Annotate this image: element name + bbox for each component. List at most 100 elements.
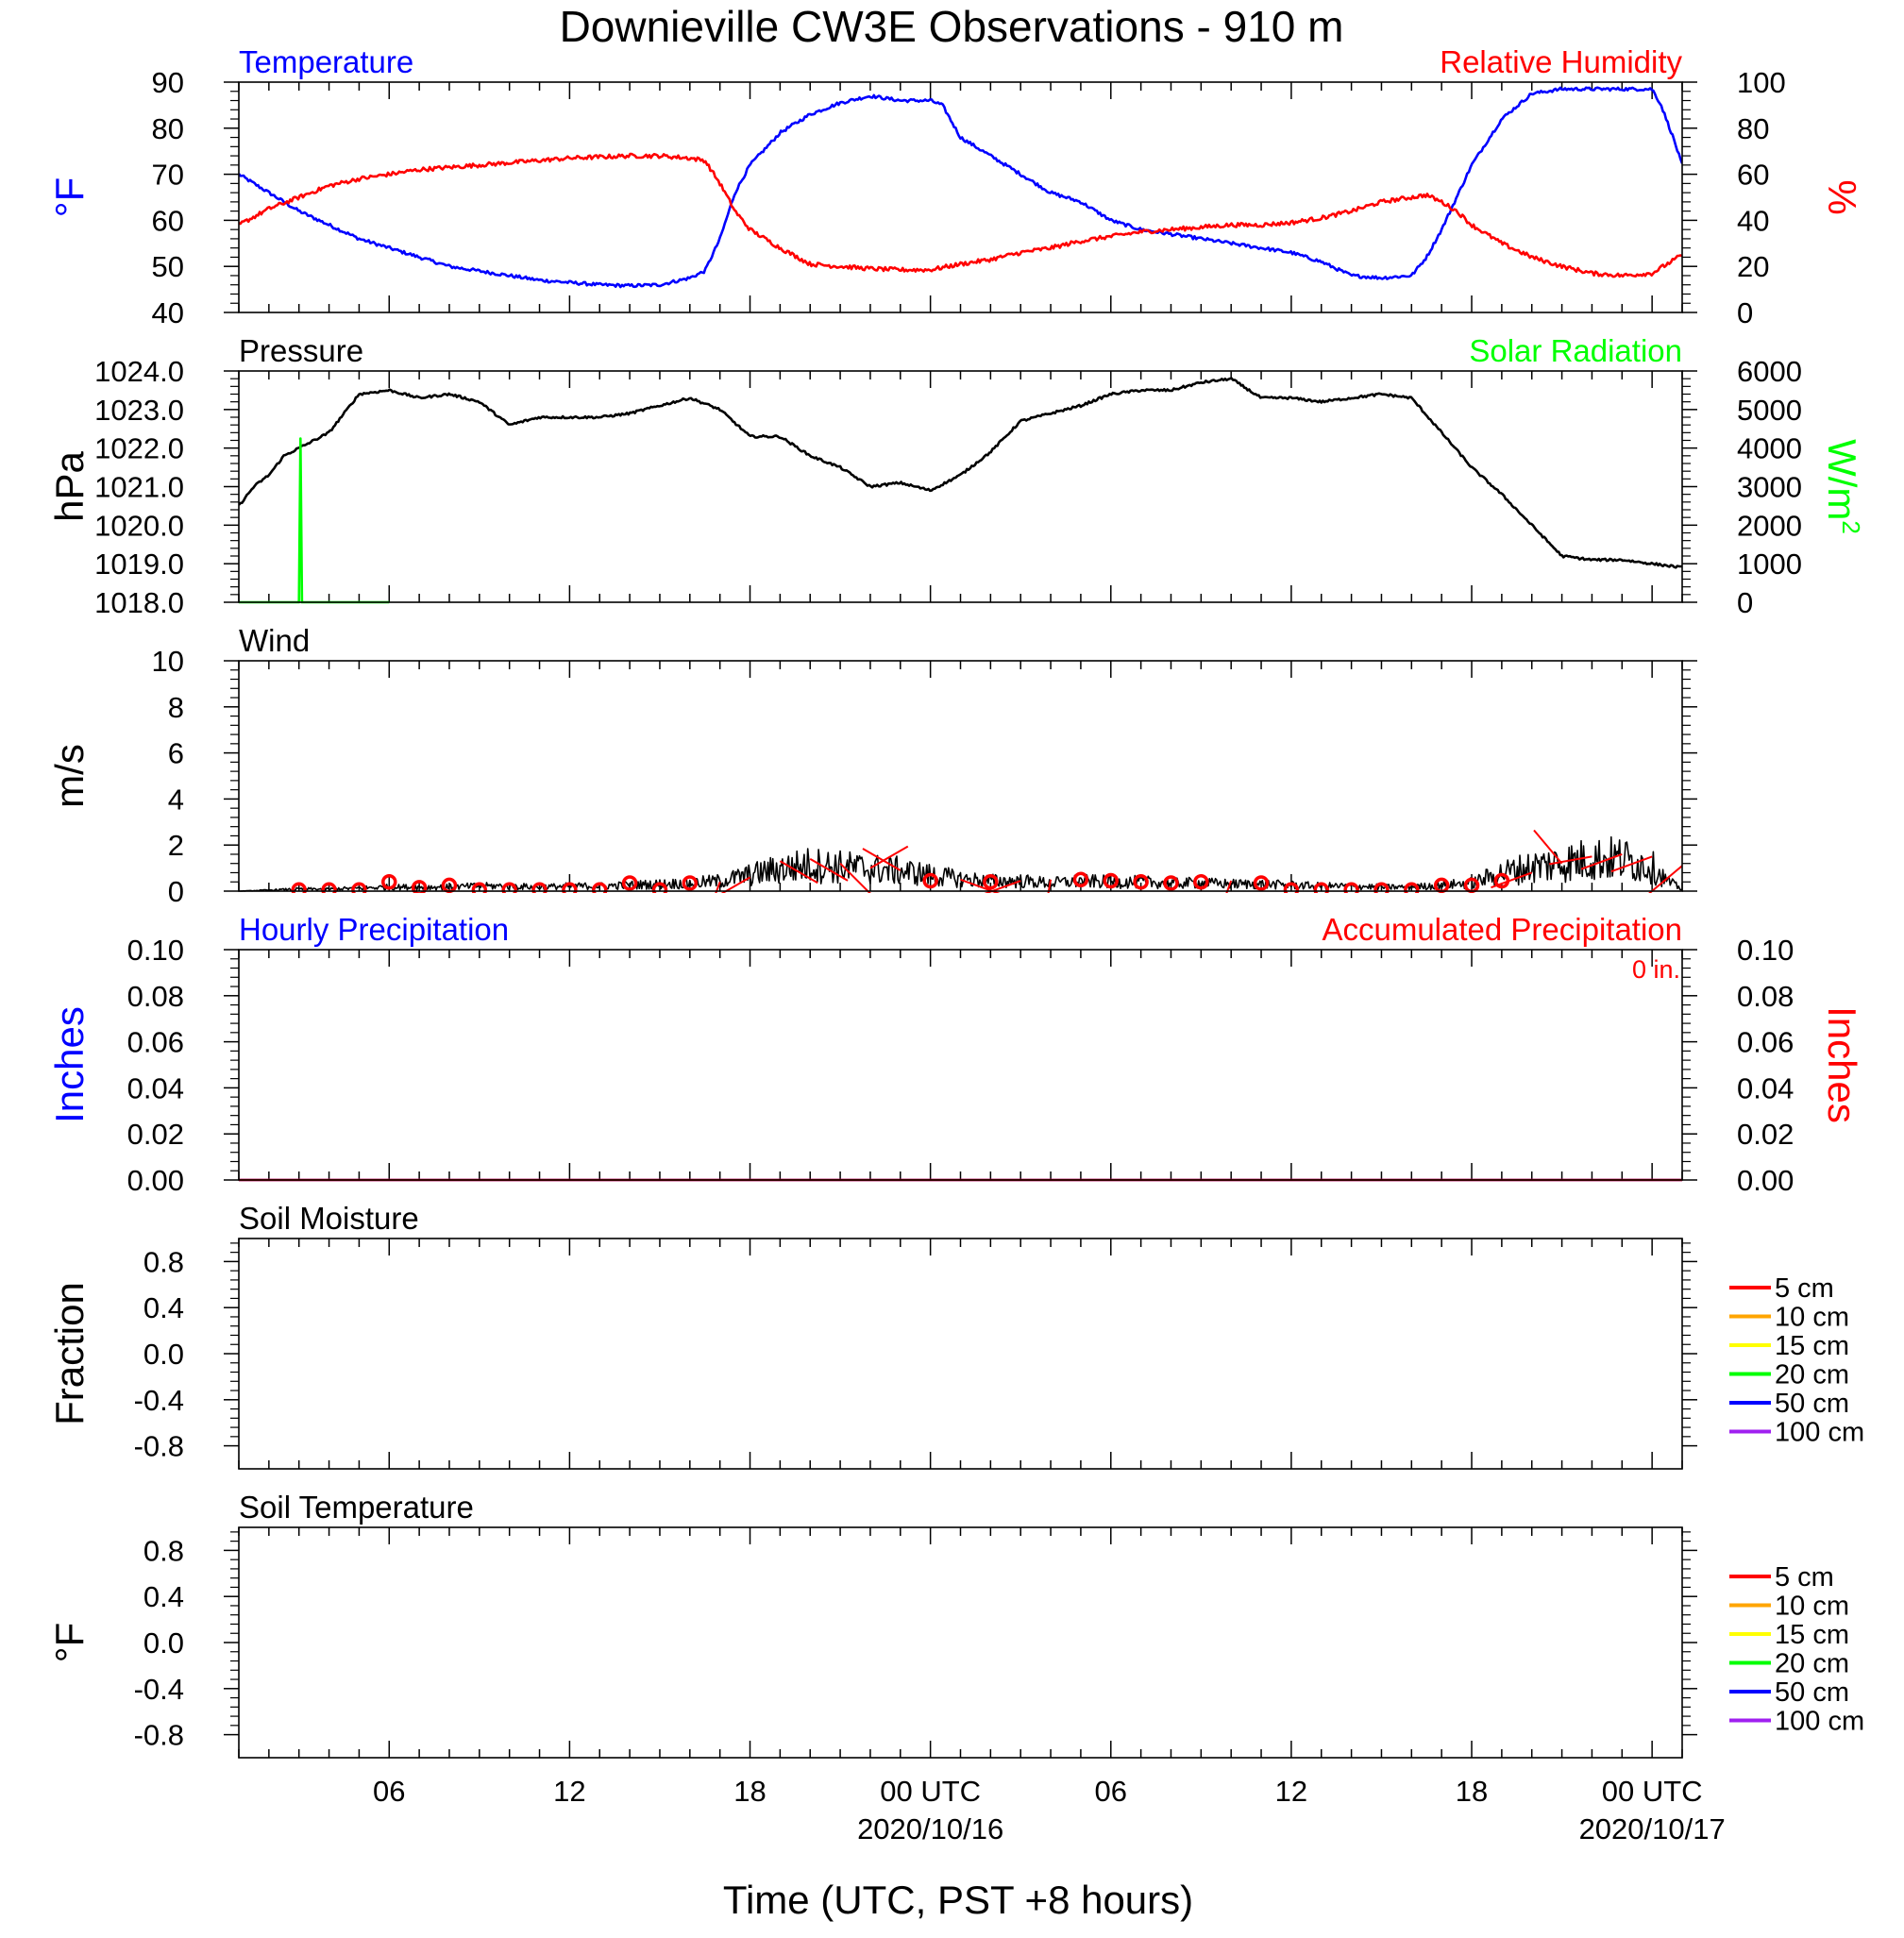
- wind-barb-calm: [1283, 882, 1300, 893]
- y-tick-label-left: 1023.0: [94, 394, 184, 427]
- panel-frame: [238, 81, 1683, 313]
- wind-barb: [839, 863, 871, 893]
- wind-barb: [960, 878, 1001, 893]
- x-tick-label: 18: [1456, 1775, 1488, 1808]
- plot-area-wind: [239, 829, 1682, 893]
- wind-barb-calm: [651, 882, 668, 893]
- panel-frame: [238, 1526, 1683, 1759]
- y-tick-label-left: 2: [168, 829, 184, 862]
- wind-barb-calm: [1193, 873, 1209, 890]
- legend-label: 50 cm: [1775, 1389, 1849, 1419]
- panel-title-right: Relative Humidity: [1440, 44, 1682, 79]
- y-tick-label-left: 0.8: [143, 1245, 184, 1278]
- series-line-temperature: [239, 86, 1682, 289]
- y-tick-label-left: 0.06: [127, 1026, 184, 1059]
- legend-label: 15 cm: [1775, 1620, 1849, 1650]
- y-tick-label-left: 1018.0: [94, 586, 184, 619]
- y-tick-label-left: 90: [152, 66, 184, 99]
- y-tick-label-right: 3000: [1737, 471, 1802, 504]
- x-tick-label: 06: [1095, 1775, 1127, 1808]
- y-axis-label-left: °F: [47, 1623, 92, 1662]
- wind-barb-calm: [1253, 875, 1270, 891]
- y-tick-label-left: 0.0: [143, 1338, 184, 1371]
- panel-frame: [238, 1238, 1683, 1470]
- y-tick-label-left: -0.4: [134, 1673, 184, 1706]
- y-tick-label-left: 0.8: [143, 1534, 184, 1567]
- y-axis-label-right-base: W/m: [1820, 439, 1864, 520]
- wind-barb: [862, 848, 901, 871]
- y-tick-label-left: 8: [168, 691, 184, 724]
- wind-barb: [1225, 880, 1233, 893]
- wind-barb-calm: [1133, 873, 1149, 890]
- y-tick-label-right: 60: [1737, 159, 1769, 192]
- y-tick-label-right: 4000: [1737, 432, 1802, 465]
- y-tick-label-left: 1020.0: [94, 509, 184, 542]
- wind-barb: [1491, 871, 1533, 889]
- y-tick-label-left: 1022.0: [94, 432, 184, 465]
- y-tick-label-right: 100: [1737, 66, 1786, 99]
- wind-barb-calm: [592, 882, 608, 893]
- legend-label: 20 cm: [1775, 1360, 1849, 1390]
- wind-barb-calm: [351, 882, 367, 893]
- x-tick-label: 06: [373, 1775, 405, 1808]
- y-tick-label-left: -0.8: [134, 1430, 184, 1463]
- series-line-relative-humidity: [239, 152, 1682, 278]
- wind-barb: [1610, 855, 1653, 873]
- y-tick-label-left: 80: [152, 112, 184, 145]
- y-tick-label-left: 0.02: [127, 1118, 184, 1151]
- wind-barb: [720, 876, 751, 893]
- x-tick-label: 12: [553, 1775, 585, 1808]
- legend-label: 10 cm: [1775, 1303, 1849, 1333]
- y-tick-label-right: 40: [1737, 204, 1769, 237]
- legend-label: 100 cm: [1775, 1707, 1864, 1737]
- y-tick-label-right: 80: [1737, 112, 1769, 145]
- x-tick-label: 18: [733, 1775, 766, 1808]
- panel-title-left: Pressure: [239, 333, 363, 368]
- panel-wind: 0 2 4 6 8 10 Wind m/s: [47, 623, 1697, 908]
- y-tick-label-right: 0.00: [1737, 1164, 1794, 1197]
- y-tick-label-right: 5000: [1737, 394, 1802, 427]
- wind-barb: [1648, 865, 1682, 893]
- panel-precip: 0.00 0.02 0.04 0.06 0.08 0.10 0.00 0.02 0.04 0.06…: [47, 912, 1864, 1197]
- y-axis-label-left: Fraction: [47, 1282, 92, 1425]
- y-tick-label-left: 1024.0: [94, 355, 184, 388]
- legend-label: 20 cm: [1775, 1649, 1849, 1679]
- panel-title-left: Hourly Precipitation: [239, 912, 509, 947]
- y-tick-label-left: 6: [168, 737, 184, 770]
- y-tick-label-left: 0.04: [127, 1071, 184, 1104]
- y-tick-label-right: 6000: [1737, 355, 1802, 388]
- wind-barb-calm: [621, 875, 638, 891]
- wind-barb-calm: [321, 882, 337, 893]
- wind-barb-calm: [1163, 875, 1179, 891]
- y-tick-label-right: 1000: [1737, 548, 1802, 581]
- x-tick-label: 12: [1275, 1775, 1307, 1808]
- wind-barb-calm: [983, 873, 999, 890]
- y-tick-label-left: 0.08: [127, 980, 184, 1013]
- wind-barb: [1533, 829, 1563, 865]
- y-axis-label-right: %: [1820, 179, 1864, 214]
- wind-barb-calm: [381, 873, 397, 890]
- wind-barb-calm: [411, 880, 428, 893]
- wind-barb: [715, 881, 721, 893]
- wind-barb-calm: [682, 875, 699, 891]
- panel-title-left: Soil Temperature: [239, 1490, 474, 1525]
- wind-barb: [1548, 855, 1592, 866]
- x-tick-label: 00 UTC: [1602, 1775, 1703, 1808]
- wind-barb-calm: [291, 882, 307, 893]
- y-tick-label-left: 1019.0: [94, 548, 184, 581]
- wind-barb-calm: [562, 882, 578, 893]
- plot-area-temp_rh: [239, 86, 1682, 289]
- y-axis-label-left: hPa: [47, 450, 92, 521]
- legend-label: 5 cm: [1775, 1273, 1834, 1304]
- panel-title-right: Accumulated Precipitation: [1322, 912, 1682, 947]
- legend-label: 15 cm: [1775, 1331, 1849, 1361]
- y-tick-label-left: 0.4: [143, 1580, 184, 1613]
- series-line-pressure: [239, 377, 1682, 569]
- wind-barb-calm: [1313, 882, 1329, 893]
- y-axis-label-right-sup: 2: [1837, 520, 1865, 533]
- wind-barb: [779, 860, 818, 885]
- y-axis-label-left: Inches: [47, 1006, 92, 1123]
- wind-barb-calm: [1072, 871, 1089, 888]
